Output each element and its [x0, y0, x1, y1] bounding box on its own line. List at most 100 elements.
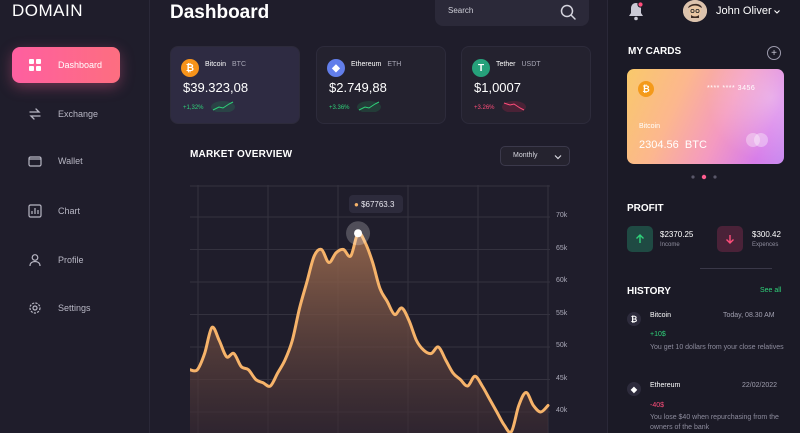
chart-line: [190, 231, 550, 433]
card-amount-wrap: 2304.56 BTC: [639, 139, 707, 151]
chart-tooltip: ● $67763.3: [349, 195, 403, 213]
coin-name: Bitcoin: [205, 61, 227, 68]
brand-logo: DOMAIN: [12, 1, 83, 20]
search-icon[interactable]: [559, 3, 577, 21]
tooltip-wrap: ● $67763.3: [354, 200, 394, 209]
search-input[interactable]: Search: [435, 0, 589, 26]
y-tick-label: 45k: [556, 374, 568, 382]
coin-symbol: USDT: [521, 61, 541, 68]
chevron-down-icon[interactable]: [773, 8, 781, 16]
sidebar-item-label: Profile: [58, 255, 84, 265]
expense-box: [717, 226, 743, 252]
highlight-point[interactable]: [354, 229, 363, 238]
coin-name: Ethereum: [351, 61, 382, 68]
coin-symbol: BTC: [232, 61, 247, 68]
y-tick-label: 70k: [556, 212, 568, 219]
sidebar: DOMAIN Dashboard Exchange Wallet Chart P…: [0, 0, 150, 433]
bitcoin-icon: ₿: [638, 81, 654, 97]
history-item-date: Today, 08.30 AM: [723, 312, 775, 319]
wallet-icon: [28, 156, 42, 167]
right-panel: [607, 0, 800, 433]
card-coin-label: Bitcoin: [639, 123, 661, 130]
coin-card-tether[interactable]: T Tether USDT $1,0007 +3.26%: [461, 46, 591, 124]
sparkline-up-icon: [211, 101, 235, 112]
sidebar-item-wallet[interactable]: Wallet: [12, 143, 120, 179]
income-box: [627, 226, 653, 252]
history-item-date: 22/02/2022: [742, 382, 778, 389]
bank-card[interactable]: ₿ **** **** 3456 Bitcoin 2304.56 BTC: [627, 69, 784, 164]
tether-icon: T: [472, 59, 490, 77]
coin-change: +3.36%: [329, 105, 350, 111]
sidebar-item-exchange[interactable]: Exchange: [12, 96, 120, 132]
avatar[interactable]: [683, 0, 707, 22]
exchange-icon: [29, 108, 41, 120]
sidebar-item-profile[interactable]: Profile: [12, 242, 120, 278]
y-tick-label: 55k: [556, 309, 568, 317]
coin-symbol: ETH: [387, 61, 402, 68]
period-select[interactable]: Monthly: [500, 146, 570, 166]
history-item-desc: You get 10 dollars from your close relat…: [650, 344, 784, 351]
bell-icon[interactable]: [627, 1, 645, 21]
grid-icon: [29, 59, 41, 71]
sidebar-item-label: Dashboard: [58, 60, 103, 70]
market-overview-title: MARKET OVERVIEW: [190, 149, 293, 160]
ethereum-icon: ◆: [327, 59, 345, 77]
coin-name-wrap: Tether USDT: [496, 61, 541, 68]
chevron-down-icon: [554, 155, 562, 160]
y-tick-label: 60k: [556, 277, 568, 284]
sidebar-item-label: Wallet: [58, 156, 83, 166]
expense-label: Expences: [752, 242, 779, 248]
avatar-face-icon: [683, 0, 707, 22]
coin-price: $1,0007: [474, 80, 521, 95]
sparkline-down-icon: [502, 101, 526, 112]
coin-name-wrap: Bitcoin BTC: [205, 61, 246, 68]
market-chart[interactable]: [190, 185, 550, 433]
income-label: Income: [660, 242, 680, 248]
period-select-value: Monthly: [513, 152, 538, 159]
income-amount: $2370.25: [660, 230, 694, 239]
add-card-button[interactable]: +: [767, 46, 781, 60]
user-name[interactable]: John Oliver: [716, 5, 772, 17]
coin-name-wrap: Ethereum ETH: [351, 61, 401, 68]
history-item-amount: -40$: [650, 402, 665, 409]
card-sheen: [687, 69, 784, 164]
sidebar-item-label: Exchange: [58, 109, 99, 119]
sidebar-item-dashboard[interactable]: Dashboard: [12, 47, 120, 83]
history-item-amount: +10$: [650, 331, 666, 338]
history-item-desc: You lose $40 when repurchasing from the …: [650, 414, 779, 431]
y-tick-label: 40k: [556, 407, 568, 414]
arrow-up-icon: [636, 234, 644, 243]
profit-title: PROFIT: [627, 203, 664, 214]
sidebar-item-settings[interactable]: Settings: [12, 290, 120, 326]
sidebar-item-label: Chart: [58, 206, 81, 216]
ethereum-icon: ◆: [627, 382, 641, 396]
user-icon: [29, 254, 41, 267]
chart-icon: [28, 204, 42, 218]
carousel-dots[interactable]: [690, 174, 720, 180]
bitcoin-icon: ₿: [627, 312, 641, 326]
see-all-link[interactable]: See all: [760, 287, 782, 294]
sidebar-item-chart[interactable]: Chart: [12, 193, 120, 229]
bitcoin-icon: ₿: [181, 59, 199, 77]
y-tick-label: 65k: [556, 244, 568, 252]
sparkline-up-icon: [357, 101, 381, 112]
my-cards-title: MY CARDS: [628, 46, 682, 57]
card-brand-icon: [746, 133, 768, 147]
card-number: **** **** 3456: [707, 85, 756, 92]
page-title: Dashboard: [170, 2, 270, 23]
search-placeholder: Search: [448, 6, 474, 15]
coin-change: +3.26%: [474, 105, 495, 111]
card-currency: BTC: [684, 139, 707, 151]
divider: [700, 268, 772, 269]
coin-card-bitcoin[interactable]: ₿ Bitcoin BTC $39.323,08 +1,32%: [170, 46, 300, 124]
coin-price: $2.749,88: [329, 80, 387, 95]
coin-price: $39.323,08: [183, 80, 249, 95]
coin-card-ethereum[interactable]: ◆ Ethereum ETH $2.749,88 +3.36%: [316, 46, 446, 124]
arrow-down-icon: [726, 235, 734, 244]
history-title: HISTORY: [627, 286, 671, 297]
gear-icon: [29, 302, 41, 314]
card-amount: 2304.56: [639, 139, 679, 151]
coin-change: +1,32%: [183, 105, 204, 111]
sidebar-item-label: Settings: [58, 303, 91, 313]
dot-icon: ●: [354, 200, 362, 209]
